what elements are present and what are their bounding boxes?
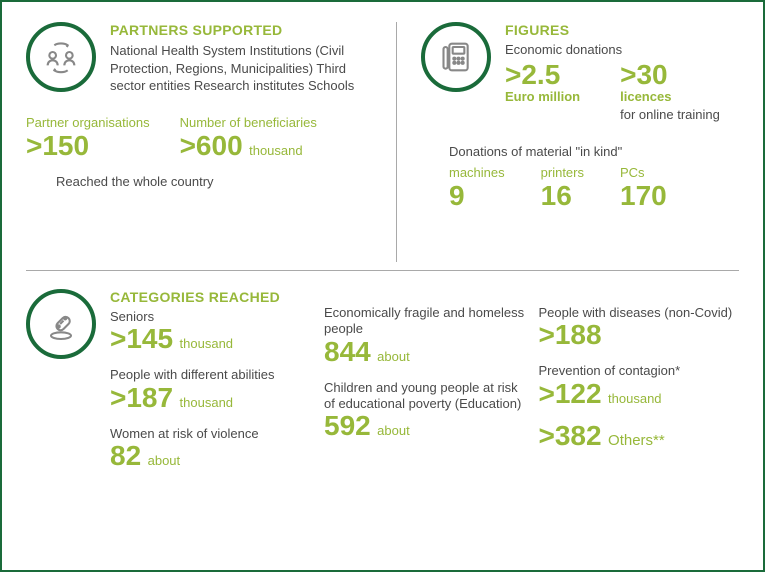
phone-icon xyxy=(421,22,491,92)
categories-col2: Economically fragile and homeless people… xyxy=(324,289,525,470)
machines-value: 9 xyxy=(449,182,505,210)
fragile-unit: about xyxy=(377,349,410,364)
abilities-value: >187 xyxy=(110,382,173,413)
categories-col1: CATEGORIES REACHED Seniors >145 thousand… xyxy=(110,289,310,470)
children-label: Children and young people at risk of edu… xyxy=(324,380,525,413)
divider xyxy=(26,270,739,271)
beneficiaries-stat: Number of beneficiaries >600 thousand xyxy=(180,115,317,161)
printers-value: 16 xyxy=(541,182,584,210)
pcs-value: 170 xyxy=(620,182,667,210)
reached-note: Reached the whole country xyxy=(56,174,376,189)
others-value: >382 xyxy=(539,420,602,451)
licences-value: >30 xyxy=(620,61,720,89)
seniors-unit: thousand xyxy=(180,336,234,351)
contagion-value: >122 xyxy=(539,378,602,409)
beneficiaries-unit: thousand xyxy=(249,143,303,158)
partners-stats: Partner organisations >150 Number of ben… xyxy=(26,115,376,161)
pcs-label: PCs xyxy=(620,165,667,181)
beneficiaries-label: Number of beneficiaries xyxy=(180,115,317,131)
licences-stat: >30 licences for online training xyxy=(620,61,720,124)
econ-unit: Euro million xyxy=(505,89,580,105)
pcs-stat: PCs 170 xyxy=(620,165,667,211)
categories-icon xyxy=(26,289,96,359)
seniors-value: >145 xyxy=(110,323,173,354)
econ-value: >2.5 xyxy=(505,61,580,89)
partner-orgs-stat: Partner organisations >150 xyxy=(26,115,150,161)
machines-label: machines xyxy=(449,165,505,181)
partners-panel: PARTNERS SUPPORTED National Health Syste… xyxy=(26,22,396,262)
machines-stat: machines 9 xyxy=(449,165,505,211)
partners-icon xyxy=(26,22,96,92)
categories-panel: CATEGORIES REACHED Seniors >145 thousand… xyxy=(26,289,739,470)
top-row: PARTNERS SUPPORTED National Health Syste… xyxy=(26,22,739,262)
econ-donations-label: Economic donations xyxy=(505,42,739,57)
diseases-value: >188 xyxy=(539,319,602,350)
children-value: 592 xyxy=(324,410,371,441)
partners-title: PARTNERS SUPPORTED xyxy=(110,22,376,38)
infographic-frame: PARTNERS SUPPORTED National Health Syste… xyxy=(0,0,765,572)
licences-label: licences xyxy=(620,89,720,105)
printers-label: printers xyxy=(541,165,584,181)
partners-body: National Health System Institutions (Civ… xyxy=(110,42,376,95)
licences-sub: for online training xyxy=(620,107,720,122)
abilities-unit: thousand xyxy=(180,395,234,410)
partner-orgs-label: Partner organisations xyxy=(26,115,150,131)
printers-stat: printers 16 xyxy=(541,165,584,211)
econ-stat: >2.5 Euro million xyxy=(505,61,580,124)
figures-panel: FIGURES Economic donations >2.5 Euro mil… xyxy=(396,22,739,262)
categories-col3: People with diseases (non-Covid) >188 Pr… xyxy=(539,289,740,470)
others-unit: Others** xyxy=(608,432,665,449)
inkind-block: Donations of material "in kind" machines… xyxy=(421,144,739,211)
inkind-title: Donations of material "in kind" xyxy=(449,144,739,159)
partner-orgs-value: >150 xyxy=(26,132,150,160)
children-unit: about xyxy=(377,423,410,438)
categories-title: CATEGORIES REACHED xyxy=(110,289,310,305)
beneficiaries-value: >600 xyxy=(180,130,243,161)
women-value: 82 xyxy=(110,440,141,471)
fragile-value: 844 xyxy=(324,336,371,367)
contagion-unit: thousand xyxy=(608,391,662,406)
women-unit: about xyxy=(148,453,181,468)
fragile-label: Economically fragile and homeless people xyxy=(324,305,525,338)
figures-title: FIGURES xyxy=(505,22,739,38)
